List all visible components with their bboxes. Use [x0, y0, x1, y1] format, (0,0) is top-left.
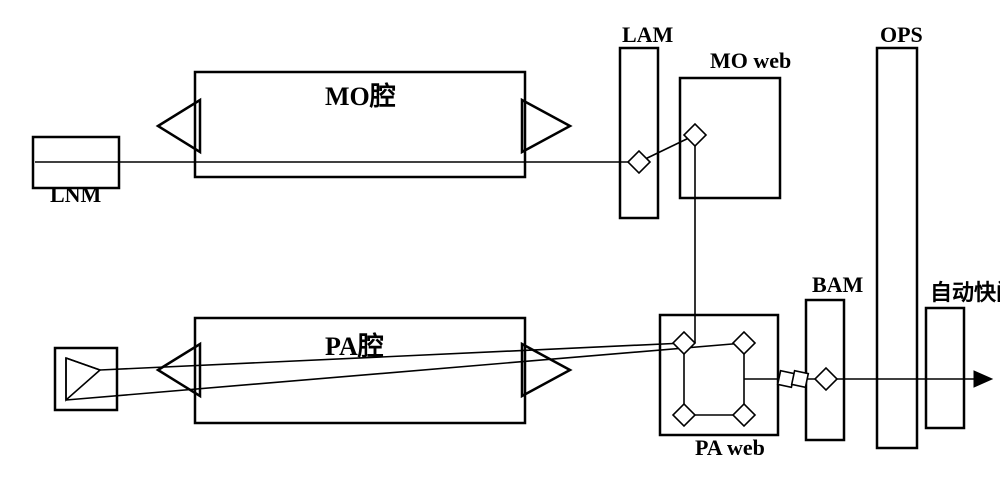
pa-retro-box: [55, 348, 117, 410]
pa-right-prism: [522, 344, 570, 396]
bam-label: BAM: [812, 272, 864, 297]
lam-diamond: [628, 151, 650, 173]
bam-diamond: [815, 368, 837, 390]
shutter-label: 自动快门: [930, 280, 1000, 305]
output-arrowhead: [974, 371, 992, 387]
pa-bl-diamond: [673, 404, 695, 426]
ops-label: OPS: [880, 22, 923, 47]
mo-angle-line: [639, 135, 695, 162]
mo-left-prism: [158, 100, 200, 152]
pa-br-diamond: [733, 404, 755, 426]
ops-box: [877, 48, 917, 448]
pa-diag-line: [66, 343, 744, 400]
lnm-label: LNM: [50, 182, 102, 207]
pa-cavity-label: PA腔: [325, 332, 384, 361]
pa-left-prism: [158, 344, 200, 396]
mo-right-prism: [522, 100, 570, 152]
mo-diamond: [684, 124, 706, 146]
pa-top-line: [100, 343, 684, 370]
mo-cavity-label: MO腔: [325, 82, 396, 111]
pa-tl-diamond: [673, 332, 695, 354]
lam-box: [620, 48, 658, 218]
pa-web-label: PA web: [695, 435, 765, 460]
lam-label: LAM: [622, 22, 674, 47]
pa-tr-diamond: [733, 332, 755, 354]
mo-web-label: MO web: [710, 48, 791, 73]
shutter-box: [926, 308, 964, 428]
small-sq-b: [792, 371, 809, 388]
pa-retro-top: [66, 358, 100, 370]
diagram-root: LNM MO腔 PA腔 LAM MO web PA web BAM OPS 自动…: [0, 0, 1000, 503]
